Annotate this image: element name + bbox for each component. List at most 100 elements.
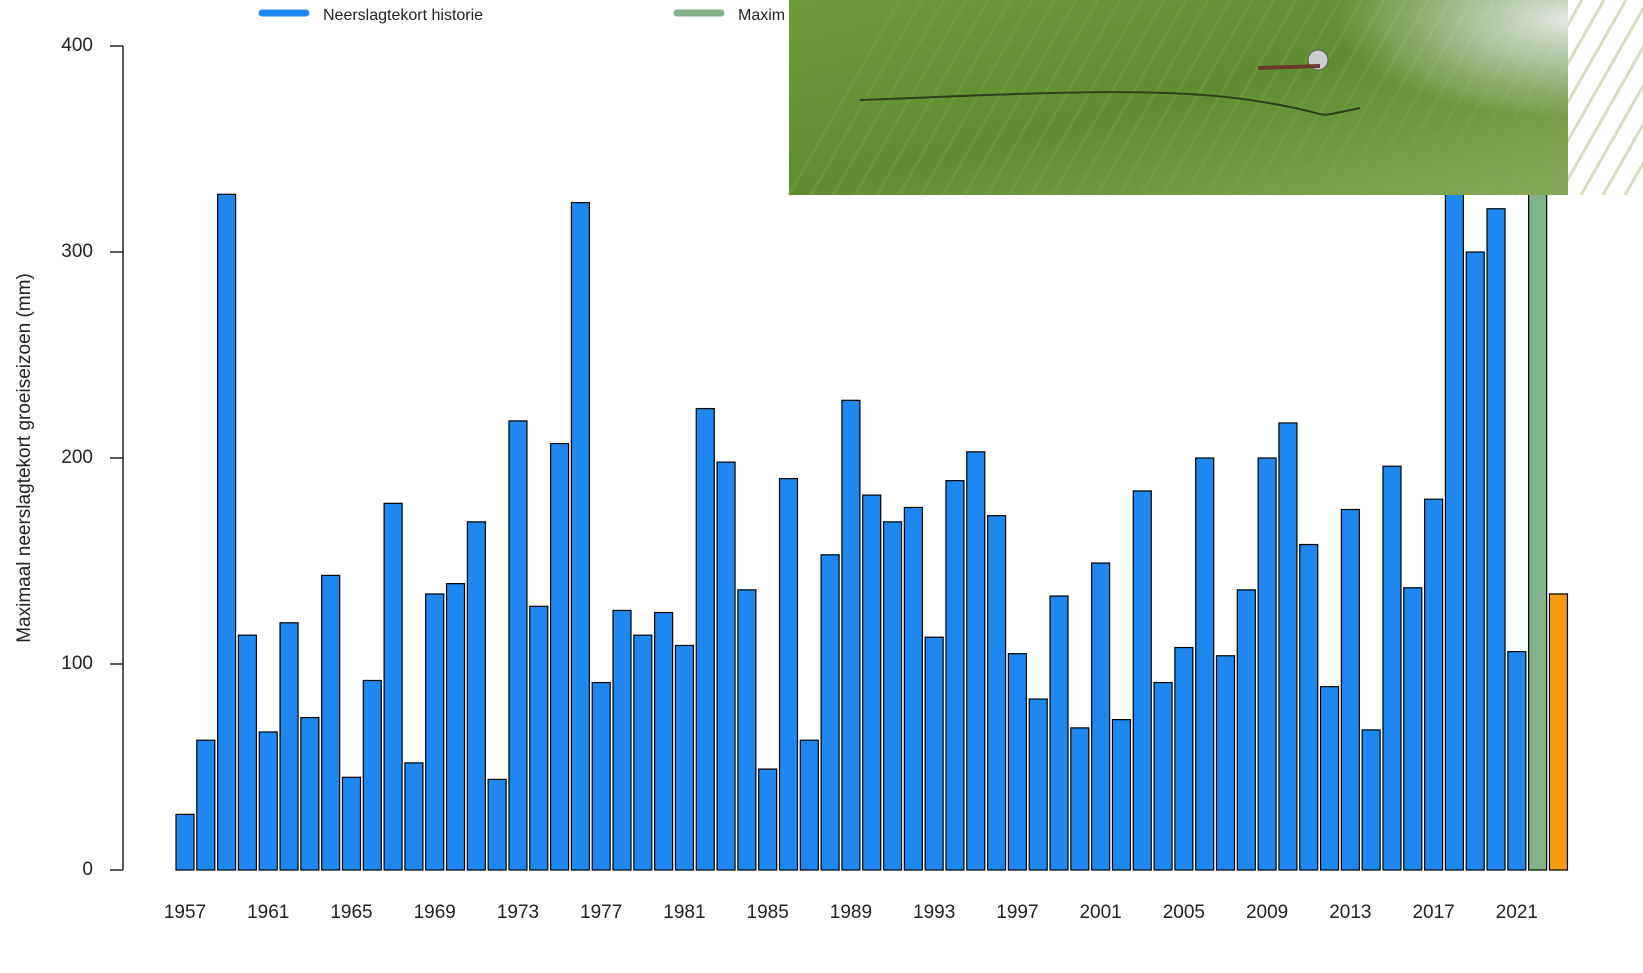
bar <box>988 516 1006 870</box>
bar <box>925 637 943 870</box>
bar <box>779 479 797 870</box>
legend: Neerslagtekort historie Maxim <box>262 7 785 24</box>
bar <box>301 718 319 870</box>
bar <box>1008 654 1026 870</box>
y-tick-label: 0 <box>82 859 93 880</box>
y-tick-label: 300 <box>61 241 93 262</box>
bar <box>342 777 360 870</box>
photo-frame <box>1258 66 1320 68</box>
bar <box>1237 590 1255 870</box>
bar <box>675 645 693 870</box>
x-tick-label: 1997 <box>996 902 1038 923</box>
bar <box>1321 687 1339 870</box>
bar <box>738 590 756 870</box>
bar <box>1404 588 1422 870</box>
bar <box>1466 252 1484 870</box>
bar <box>863 495 881 870</box>
bar <box>467 522 485 870</box>
bar <box>759 769 777 870</box>
x-tick-label: 1973 <box>497 902 539 923</box>
x-tick-label: 2017 <box>1412 902 1454 923</box>
x-tick-label: 1981 <box>663 902 705 923</box>
bar <box>904 507 922 870</box>
x-tick-label: 2009 <box>1246 902 1288 923</box>
bar <box>884 522 902 870</box>
bar <box>1425 499 1443 870</box>
bar <box>1217 656 1235 870</box>
bar <box>1092 563 1110 870</box>
chart: Maximaal neerslagtekort groeiseizoen (mm… <box>0 0 1643 973</box>
legend-label: Maxim <box>738 7 785 24</box>
bar <box>696 409 714 870</box>
bar <box>322 575 340 870</box>
bar <box>1529 128 1547 870</box>
bar <box>384 503 402 870</box>
y-tick-label: 100 <box>61 653 93 674</box>
y-tick-label: 200 <box>61 447 93 468</box>
x-tick-label: 1977 <box>580 902 622 923</box>
bar <box>571 203 589 870</box>
bar <box>613 610 631 870</box>
bar <box>1508 652 1526 870</box>
photo-mist <box>1100 0 1568 195</box>
page: {"chart_data": {"type": "bar", "y_label"… <box>0 0 1643 973</box>
bar <box>426 594 444 870</box>
bar <box>280 623 298 870</box>
x-tick-label: 1985 <box>747 902 789 923</box>
bar <box>800 740 818 870</box>
bar <box>634 635 652 870</box>
bar <box>530 606 548 870</box>
bar <box>363 680 381 870</box>
x-tick-label: 1965 <box>330 902 372 923</box>
x-tick-label: 2005 <box>1163 902 1205 923</box>
bar <box>1383 466 1401 870</box>
bar <box>1154 683 1172 870</box>
bar <box>1196 458 1214 870</box>
bar <box>1341 510 1359 871</box>
bar <box>259 732 277 870</box>
y-tick-label: 400 <box>61 35 93 56</box>
bar <box>592 683 610 870</box>
y-axis-label: Maximaal neerslagtekort groeiseizoen (mm… <box>14 273 35 643</box>
x-tick-label: 1961 <box>247 902 289 923</box>
bar <box>1258 458 1276 870</box>
bar <box>1362 730 1380 870</box>
bar <box>655 613 673 871</box>
x-tick-label: 1957 <box>164 902 206 923</box>
bar <box>176 814 194 870</box>
bar <box>1445 149 1463 870</box>
photo <box>789 0 1643 195</box>
bar <box>1133 491 1151 870</box>
bar <box>1029 699 1047 870</box>
bar <box>218 194 236 870</box>
bar <box>842 400 860 870</box>
bar <box>1487 209 1505 870</box>
bar <box>551 444 569 870</box>
bar <box>1112 720 1130 870</box>
bar <box>967 452 985 870</box>
bar <box>1549 594 1567 870</box>
bar <box>717 462 735 870</box>
photo-row <box>1581 0 1643 195</box>
legend-label: Neerslagtekort historie <box>323 7 483 24</box>
x-tick-label: 1969 <box>414 902 456 923</box>
x-tick-label: 1989 <box>830 902 872 923</box>
bar <box>1071 728 1089 870</box>
x-tick-label: 2013 <box>1329 902 1371 923</box>
bar <box>1279 423 1297 870</box>
bar <box>946 481 964 870</box>
x-tick-label: 2001 <box>1079 902 1121 923</box>
bar <box>1300 545 1318 870</box>
bar <box>488 779 506 870</box>
bar <box>405 763 423 870</box>
bar <box>238 635 256 870</box>
x-tick-label: 1993 <box>913 902 955 923</box>
bar <box>509 421 527 870</box>
x-tick-label: 2021 <box>1496 902 1538 923</box>
bar <box>1175 648 1193 870</box>
bar <box>447 584 465 870</box>
bar <box>821 555 839 870</box>
bar <box>1050 596 1068 870</box>
bar <box>197 740 215 870</box>
photo-row <box>1625 0 1643 195</box>
